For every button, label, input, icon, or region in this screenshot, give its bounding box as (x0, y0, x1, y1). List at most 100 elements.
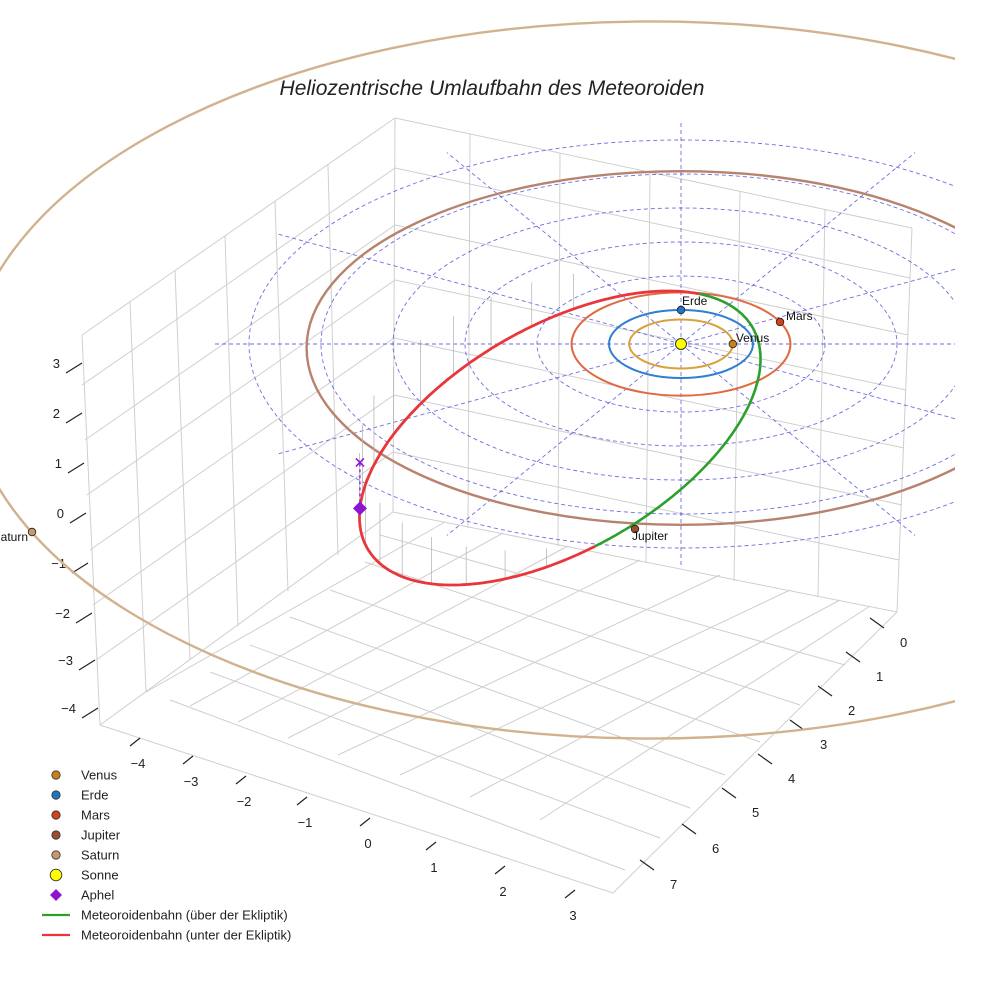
grid-line (274, 200, 289, 592)
grid-line (287, 559, 641, 739)
grid-line (817, 208, 826, 598)
grid-line (469, 599, 841, 798)
y-tick-label: 3 (820, 737, 827, 752)
grid-line (189, 532, 504, 707)
ecliptic-radial (446, 152, 682, 345)
x-tick-label: −4 (131, 756, 146, 771)
x-tick-label: 2 (499, 884, 506, 899)
grid-line (329, 589, 761, 743)
x-tick-label: −1 (298, 815, 313, 830)
z-tick-label: 3 (53, 356, 60, 371)
legend-label: Erde (81, 788, 108, 803)
planet-saturn (27, 527, 37, 537)
grid-line (327, 164, 339, 556)
legend-item: Erde (51, 788, 108, 803)
grid-line (224, 235, 239, 627)
grid-line (99, 724, 614, 894)
legend-item: Aphel (50, 888, 114, 903)
legend-label: Venus (81, 768, 118, 783)
z-tick-label: 0 (57, 506, 64, 521)
grid-line (174, 269, 191, 661)
grid-line (289, 616, 726, 776)
grid-line (209, 671, 661, 839)
ecliptic-radial (680, 152, 916, 345)
z-tick-label: −3 (58, 653, 73, 668)
planet-label-jupiter: Jupiter (632, 529, 668, 543)
planet-jupiter (630, 524, 640, 534)
grid-line (733, 190, 741, 582)
grid-line (539, 605, 871, 821)
grid-line (392, 117, 396, 513)
ecliptic-radial (680, 343, 916, 536)
x-tick-label: 3 (569, 908, 576, 923)
planet-label-mars: Mars (786, 309, 813, 323)
x-tick-label: 1 (430, 860, 437, 875)
z-tick (81, 707, 99, 719)
grid-line (84, 224, 396, 441)
z-axis: 3 2 1 0 −1 −2 −3 −4 (51, 356, 99, 719)
grid-line (169, 699, 626, 871)
legend-item: Sonne (49, 868, 119, 883)
x-tick (235, 775, 247, 785)
ecliptic-radial (275, 343, 682, 455)
grid-line (145, 521, 446, 693)
legend-marker (51, 810, 61, 820)
grid-line (337, 574, 721, 756)
y-tick (757, 753, 773, 765)
y-tick (789, 719, 805, 731)
y-axis: 0 1 2 3 4 5 6 7 (639, 617, 907, 892)
planet-erde (676, 305, 686, 315)
grid-line (467, 133, 471, 529)
grid-line (392, 451, 900, 561)
ecliptic-grid (213, 123, 955, 565)
z-tick (78, 659, 96, 671)
legend-marker (50, 889, 62, 901)
meteoroid-orbit-above (594, 292, 762, 548)
legend-label: Aphel (81, 888, 114, 903)
legend-item: Saturn (51, 848, 119, 863)
z-tick-label: 2 (53, 406, 60, 421)
grid-line (92, 394, 395, 606)
x-axis: −4 −3 −2 −1 0 1 2 3 (129, 737, 577, 923)
planet-orbits (0, 20, 955, 740)
aphel-marker (352, 501, 367, 516)
z-tick (67, 462, 85, 474)
bodies: Venus Erde Mars Jupiter aturn (1, 294, 813, 544)
y-tick-label: 0 (900, 635, 907, 650)
z-tick (71, 562, 89, 574)
ecliptic-ring (248, 139, 955, 549)
legend-label: Meteoroidenbahn (über der Ekliptik) (81, 908, 288, 923)
legend-marker (49, 868, 63, 882)
grid-line (392, 511, 898, 613)
legend-label: Saturn (81, 848, 119, 863)
y-tick-label: 7 (670, 877, 677, 892)
planet-label-erde: Erde (682, 294, 708, 308)
grid-line (99, 511, 394, 726)
x-tick (425, 841, 437, 851)
grid-line (393, 394, 903, 506)
legend-label: Jupiter (81, 828, 121, 843)
aphel-projection-marker (355, 457, 365, 467)
y-tick (681, 823, 697, 835)
z-tick-label: 1 (55, 456, 62, 471)
legend-label: Meteoroidenbahn (unter der Ekliptik) (81, 928, 291, 943)
grid-line (557, 152, 561, 547)
orbit-jupiter (305, 170, 955, 526)
z-tick (65, 412, 83, 424)
x-tick (129, 737, 141, 747)
planet-venus (728, 339, 738, 349)
chart-title: Heliozentrische Umlaufbahn des Meteoroid… (280, 77, 705, 100)
z-tick-label: −2 (55, 606, 70, 621)
grid-line (399, 589, 791, 776)
z-tick (65, 362, 83, 374)
legend-label: Mars (81, 808, 110, 823)
grid-line (81, 167, 396, 386)
grid-line (394, 117, 913, 229)
ecliptic-radial (275, 233, 682, 345)
z-tick (75, 612, 93, 624)
y-tick-label: 5 (752, 805, 759, 820)
legend-marker (51, 790, 61, 800)
z-tick-label: −4 (61, 701, 76, 716)
x-tick-label: −2 (237, 794, 252, 809)
